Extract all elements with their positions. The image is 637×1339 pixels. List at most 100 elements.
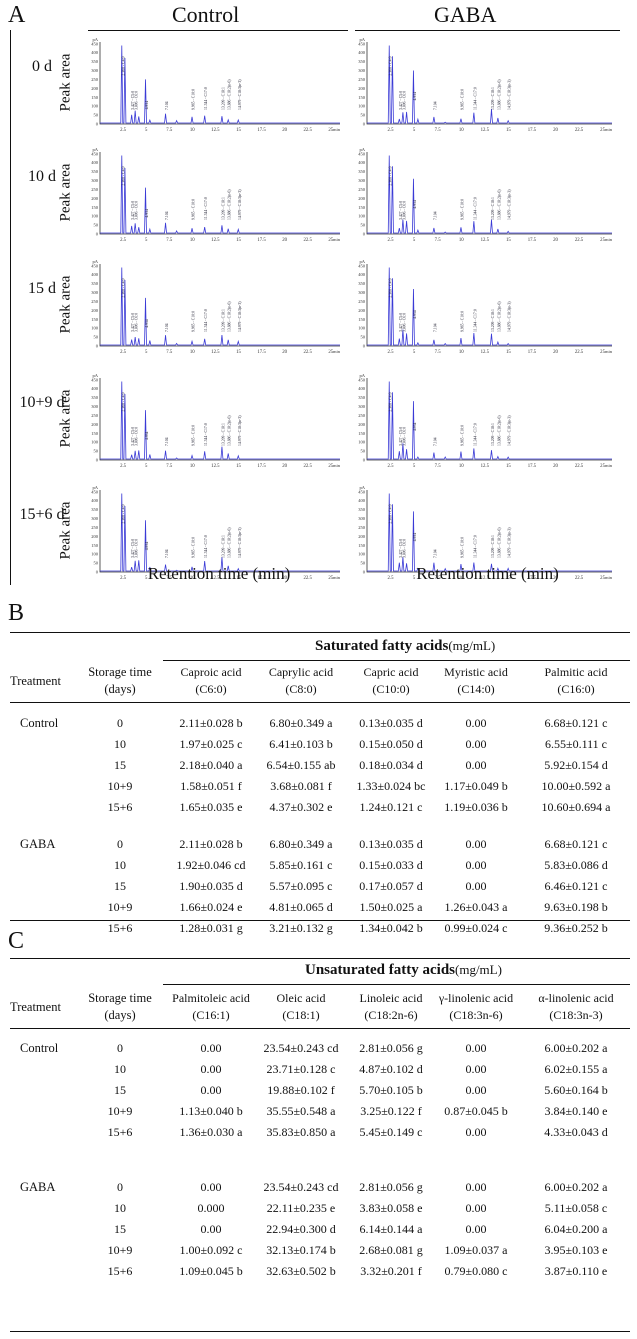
panelB-cell-0-4-3: 1.19±0.036 b — [444, 800, 508, 814]
x-tick-label: 5 — [413, 464, 416, 469]
y-unit-label: pA — [93, 147, 99, 152]
panelB-cell-0-3-0: 1.58±0.051 f — [180, 779, 242, 793]
chromatogram-svg: 450 400 350 300 250 200 150 100 50 0 pA 2.5 5 7.5 10 12… — [91, 485, 340, 581]
y-tick-label: 450 — [91, 151, 99, 156]
panelB-cell-0-3-4: 10.00±0.592 a — [541, 779, 611, 793]
panelB-cell-1-3-4: 9.63±0.198 b — [544, 900, 608, 914]
panelC-cell-0-4-0: 1.36±0.030 a — [179, 1125, 243, 1139]
x-tick-label: 25 — [600, 238, 605, 243]
peak-label: 4.934 — [413, 200, 417, 209]
y-tick-label: 200 — [91, 534, 99, 539]
table-b-storage-label: Storage time — [88, 665, 152, 679]
x-tick-label: 20 — [553, 238, 558, 243]
chromatogram-svg: 450 400 350 300 250 200 150 100 50 0 pA 2.5 5 7.5 10 12… — [91, 259, 340, 355]
y-tick-label: 50 — [361, 335, 366, 340]
panelC-col-header-1: Oleic acid (C18:1) — [252, 990, 350, 1024]
y-axis-label-1: Peak area — [57, 163, 74, 222]
x-tick-label: 17.5 — [528, 350, 537, 355]
peak-label: 13.886 - C18:2(n-6) — [497, 527, 501, 558]
x-tick-label: 2.5 — [388, 128, 395, 133]
y-tick-label: 100 — [91, 214, 99, 219]
peak-label: 11.344 - C17:0 — [204, 87, 208, 110]
panelC-treatment-0: Control — [20, 1041, 59, 1055]
col-code: (C14:0) — [457, 682, 495, 696]
peak-label: 13.209 - C18:1 — [491, 309, 495, 332]
panelB-day-0-3: 10+9 — [107, 779, 133, 793]
y-tick-label: 400 — [91, 498, 99, 503]
y-tick-label: 0 — [363, 122, 366, 127]
panelB-cell-0-2-3: 0.00 — [465, 758, 487, 772]
peak-label: 3.427 - C5:0 — [399, 313, 403, 332]
peak-label: 13.886 - C18:2(n-6) — [228, 415, 232, 446]
panelC-col-header-4: α-linolenic acid (C18:3n-3) — [522, 990, 630, 1024]
panelB-cell-1-2-4: 6.46±0.121 c — [544, 879, 608, 893]
x-tick-label: 25 — [328, 464, 333, 469]
y-tick-label: 450 — [91, 263, 99, 268]
peak-label: 3.806 - C6:0 — [402, 313, 406, 332]
col-code: (C10:0) — [372, 682, 410, 696]
panelC-treatment-1: GABA — [20, 1180, 56, 1194]
panelC-cell-0-1-4: 6.02±0.155 a — [544, 1062, 608, 1076]
col-code: (C18:2n-6) — [364, 1008, 418, 1022]
x-tick-label: 5 — [145, 576, 148, 581]
table-b-group-rule — [163, 660, 630, 661]
axes-frame — [99, 264, 340, 347]
panelC-cell-1-4-3: 0.79±0.080 c — [444, 1264, 508, 1278]
x-tick-label: 2.5 — [120, 350, 127, 355]
table-c-bottom-rule — [10, 1331, 630, 1332]
panelC-cell-1-2-3: 0.00 — [465, 1222, 487, 1236]
y-tick-label: 400 — [358, 50, 366, 55]
peak-label: 7.104 — [165, 101, 169, 110]
panelC-cell-1-3-2: 2.68±0.081 g — [359, 1243, 423, 1257]
panel-a-left-rule — [10, 30, 11, 585]
table-b-group-unit: (mg/mL) — [448, 638, 496, 653]
y-unit-label: pA — [93, 259, 99, 264]
y-tick-label: 150 — [358, 95, 366, 100]
col-name: α-linolenic acid — [538, 991, 614, 1005]
y-tick-label: 150 — [91, 95, 99, 100]
x-unit-label: min — [333, 237, 341, 242]
y-tick-label: 50 — [361, 561, 366, 566]
table-c-storage-label: Storage time — [88, 991, 152, 1005]
x-tick-label: 17.5 — [528, 576, 537, 581]
peak-label: 2.360 - C4:0 — [389, 504, 393, 523]
peak-label: 13.209 - C18:1 — [491, 535, 495, 558]
x-tick-label: 25 — [328, 238, 333, 243]
y-axis-label-3: Peak area — [57, 389, 74, 448]
peak-label: 9.965 - C10:0 — [460, 425, 464, 446]
panelC-cell-0-1-2: 4.87±0.102 d — [359, 1062, 423, 1076]
x-tick-label: 22.5 — [575, 464, 584, 469]
x-tick-label: 7.5 — [166, 238, 173, 243]
table-c-treatment-header: Treatment — [10, 1000, 61, 1014]
peak-label: 14.979 - C18:3(n-3) — [508, 415, 512, 446]
col-code: (C18:3n-3) — [549, 1008, 603, 1022]
x-tick-label: 7.5 — [435, 464, 442, 469]
peak-label: 2.360 - C4:0 — [121, 504, 125, 523]
panelB-day-1-0: 0 — [117, 837, 123, 851]
x-tick-label: 22.5 — [303, 238, 312, 243]
panelB-cell-0-1-1: 6.41±0.103 b — [269, 737, 333, 751]
peak-label: 3.427 - C5:0 — [131, 539, 135, 558]
chromatogram-control-0: 450 400 350 300 250 200 150 100 50 0 pA 2.5 5 7.5 10 12… — [88, 34, 348, 136]
col-name: Palmitic acid — [544, 665, 608, 679]
y-tick-label: 300 — [358, 404, 366, 409]
chromatogram-svg: 450 400 350 300 250 200 150 100 50 0 pA 2.5 5 7.5 10 12… — [91, 147, 341, 243]
peak-label: 7.104 — [433, 437, 437, 446]
y-tick-label: 150 — [91, 543, 99, 548]
peak-label: 14.979 - C18:3(n-3) — [508, 189, 512, 220]
panelB-cell-0-3-1: 3.68±0.081 f — [270, 779, 332, 793]
y-tick-label: 300 — [358, 516, 366, 521]
peak-label: 9.965 - C10:0 — [460, 311, 464, 332]
peak-label: 13.886 - C18:2(n-6) — [497, 189, 501, 220]
panelC-cell-1-3-0: 1.00±0.092 c — [179, 1243, 243, 1257]
panelB-cell-1-0-4: 6.68±0.121 c — [544, 837, 608, 851]
y-tick-label: 150 — [358, 431, 366, 436]
x-tick-label: 17.5 — [257, 238, 266, 243]
peak-label: 4.934 — [145, 319, 149, 328]
peak-label: 4.934 — [145, 431, 149, 440]
col-code: (C6:0) — [195, 682, 227, 696]
panel-b-letter: B — [8, 600, 25, 626]
x-tick-label: 5 — [413, 350, 416, 355]
panelC-cell-0-1-0: 0.00 — [200, 1062, 222, 1076]
x-tick-label: 15 — [236, 238, 241, 243]
